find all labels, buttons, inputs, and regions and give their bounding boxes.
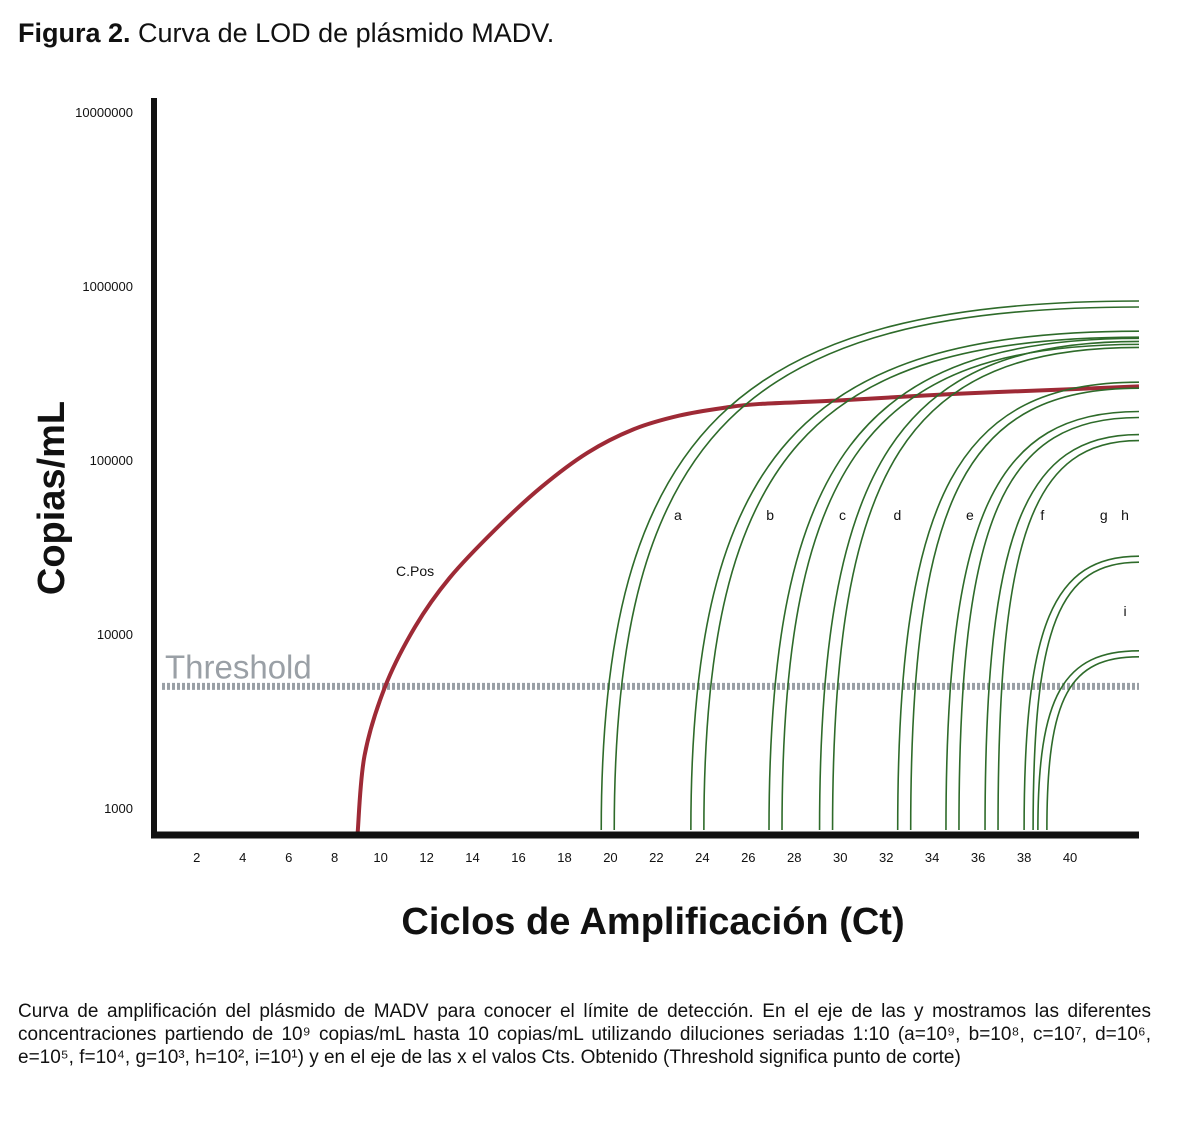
x-tick-label: 28 <box>787 850 801 865</box>
curve-e-replicate <box>909 387 1140 831</box>
figure-title: Figura 2. Curva de LOD de plásmido MADV. <box>18 18 554 49</box>
figure-caption: Curva de amplificación del plásmido de M… <box>18 1001 1151 1068</box>
curve-g-replicate <box>997 439 1140 831</box>
curves-layer <box>162 300 1140 834</box>
x-tick-label: 10 <box>373 850 387 865</box>
curve-d-replicate <box>831 346 1140 831</box>
curve-i-replicate <box>1046 656 1140 831</box>
positive-control-curve <box>355 384 1140 834</box>
x-tick-label: 16 <box>511 850 525 865</box>
x-tick-label: 2 <box>193 850 200 865</box>
curve-label-i: i <box>1123 603 1126 619</box>
curve-d <box>818 340 1140 831</box>
curve-label-b: b <box>766 507 774 523</box>
y-tick-label: 1000 <box>104 801 133 816</box>
curve-label-g: g <box>1100 507 1108 523</box>
x-tick-label: 34 <box>925 850 939 865</box>
x-tick-label: 36 <box>971 850 985 865</box>
figure-title-text: Curva de LOD de plásmido MADV. <box>138 18 555 48</box>
curve-b-replicate <box>703 336 1140 831</box>
y-tick-label: 10000000 <box>75 105 133 120</box>
threshold-label: Threshold <box>165 648 312 685</box>
curve-f <box>945 410 1140 831</box>
x-tick-label: 6 <box>285 850 292 865</box>
y-axis-label: Copias/mL <box>31 401 73 595</box>
curve-i <box>1037 650 1140 831</box>
x-tick-label: 14 <box>465 850 479 865</box>
curve-label-d: d <box>894 507 902 523</box>
curve-f-replicate <box>958 416 1140 831</box>
curve-label-e: e <box>966 507 974 523</box>
y-tick-label: 1000000 <box>82 279 133 294</box>
curve-e <box>896 381 1140 831</box>
figure-label: Figura 2. <box>18 18 131 48</box>
curve-h <box>1023 555 1140 831</box>
curve-label-a: a <box>674 507 682 523</box>
curve-label-c: c <box>839 507 846 523</box>
x-tick-label: 40 <box>1063 850 1077 865</box>
positive-control-label: C.Pos <box>396 563 434 579</box>
curve-label-f: f <box>1040 507 1044 523</box>
curve-c <box>768 337 1140 831</box>
labels-layer: Threshold C.Pos a b c d e f g h i <box>165 507 1129 685</box>
curve-b <box>690 330 1140 831</box>
x-tick-label: 18 <box>557 850 571 865</box>
x-tick-label: 8 <box>331 850 338 865</box>
y-tick-label: 100000 <box>90 453 133 468</box>
curve-label-h: h <box>1121 507 1129 523</box>
y-tick-label: 10000 <box>97 627 133 642</box>
curve-a <box>600 300 1140 831</box>
curve-h-replicate <box>1032 561 1140 831</box>
x-tick-label: 38 <box>1017 850 1031 865</box>
x-tick-label: 24 <box>695 850 709 865</box>
amplification-chart: Threshold C.Pos a b c d e f g h i Copias/mL Ciclos… <box>31 98 1140 943</box>
x-tick-label: 4 <box>239 850 246 865</box>
x-tick-label: 20 <box>603 850 617 865</box>
x-tick-label: 22 <box>649 850 663 865</box>
x-tick-label: 30 <box>833 850 847 865</box>
curve-a-replicate <box>613 306 1140 831</box>
x-tick-label: 32 <box>879 850 893 865</box>
curve-g <box>984 433 1140 831</box>
x-tick-label: 12 <box>419 850 433 865</box>
x-tick-label: 26 <box>741 850 755 865</box>
x-axis-label: Ciclos de Amplificación (Ct) <box>401 901 904 943</box>
